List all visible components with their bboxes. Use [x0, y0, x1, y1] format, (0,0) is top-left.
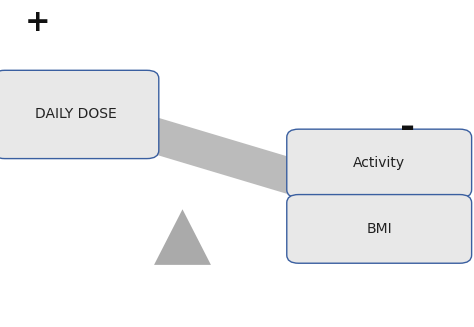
Text: +: + — [25, 9, 51, 37]
Text: Activity: Activity — [353, 157, 405, 170]
Text: DAILY DOSE: DAILY DOSE — [35, 108, 117, 121]
Polygon shape — [154, 209, 211, 265]
Polygon shape — [68, 94, 346, 209]
Text: BMI: BMI — [366, 222, 392, 236]
FancyBboxPatch shape — [287, 129, 472, 198]
FancyBboxPatch shape — [0, 70, 159, 159]
FancyBboxPatch shape — [287, 195, 472, 263]
Text: -: - — [400, 111, 415, 145]
